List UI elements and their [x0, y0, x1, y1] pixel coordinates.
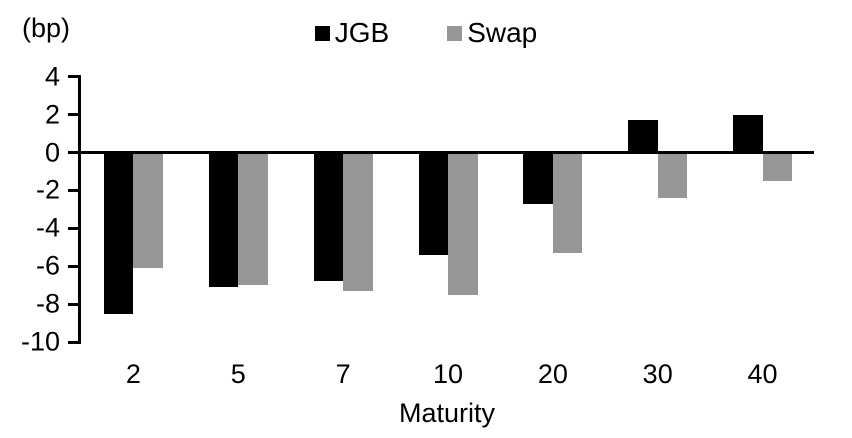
y-tick-label: 4: [44, 61, 60, 92]
bar-swap-40: [762, 152, 793, 181]
y-axis-line: [78, 74, 81, 345]
y-tick-label: -2: [35, 174, 60, 205]
bar-jgb-20: [523, 152, 553, 204]
y-tick-mark: [68, 302, 78, 306]
y-tick-label: -4: [35, 212, 60, 243]
bar-jgb-40: [733, 114, 763, 153]
legend-label-swap: Swap: [467, 17, 538, 48]
bar-jgb-2: [103, 152, 134, 314]
bar-jgb-30: [628, 120, 658, 153]
x-axis-zero-line: [78, 151, 814, 154]
legend-item-jgb: JGB: [314, 17, 390, 49]
bar-swap-5: [238, 152, 268, 286]
y-tick-label: -6: [35, 250, 60, 281]
bar-swap-30: [657, 152, 688, 198]
y-tick-label: 2: [44, 99, 60, 130]
y-tick-mark: [68, 226, 78, 230]
x-tick-label-40: 40: [747, 359, 778, 389]
x-tick-label-10: 10: [432, 359, 464, 389]
bar-jgb-5: [208, 152, 239, 288]
y-tick-mark: [68, 188, 78, 192]
x-tick-label-20: 20: [537, 359, 568, 389]
bar-jgb-10: [418, 152, 448, 255]
bar-swap-20: [552, 152, 583, 253]
bar-swap-2: [133, 152, 163, 269]
x-axis-title: Maturity: [398, 398, 496, 428]
legend-item-swap: Swap: [447, 17, 537, 49]
x-tick-label-7: 7: [335, 359, 351, 389]
y-tick-mark: [68, 151, 78, 154]
bar-swap-10: [448, 152, 478, 295]
y-tick-mark: [68, 264, 78, 268]
x-tick-label-2: 2: [125, 359, 141, 389]
legend: JGB Swap: [0, 17, 852, 49]
y-tick-mark: [68, 75, 78, 79]
y-axis-unit-label: (bp): [22, 13, 71, 43]
y-tick-mark: [68, 113, 78, 117]
bar-jgb-7: [313, 152, 344, 282]
y-tick-label: -10: [20, 326, 60, 357]
legend-swatch-swap-icon: [447, 25, 463, 41]
x-tick-label-30: 30: [642, 359, 673, 389]
bar-swap-7: [343, 152, 373, 291]
y-tick-label: -8: [35, 288, 60, 319]
legend-label-jgb: JGB: [334, 17, 390, 48]
legend-swatch-jgb-icon: [314, 25, 330, 41]
x-tick-label-5: 5: [230, 359, 246, 389]
y-tick-mark: [68, 340, 78, 344]
y-tick-label: 0: [44, 137, 60, 167]
